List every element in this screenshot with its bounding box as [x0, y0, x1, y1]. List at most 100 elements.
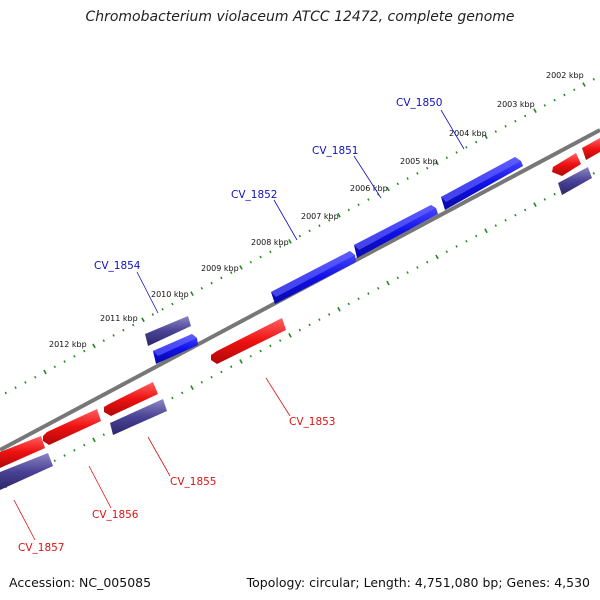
inner-tick-ring	[4, 171, 595, 489]
inner-ring-minor-tick	[396, 276, 399, 280]
outer-ring-minor-tick	[34, 375, 37, 379]
gene-right-edge-1[interactable]	[552, 153, 581, 176]
outer-ring-minor-tick	[63, 360, 66, 363]
gene-label-cv1855[interactable]: CV_1855	[170, 476, 217, 488]
tick-label-2012: 2012 kbp	[49, 340, 87, 349]
inner-ring-minor-tick	[259, 349, 262, 353]
outer-ring-minor-tick	[181, 297, 184, 301]
gene-cv1851[interactable]	[354, 205, 438, 258]
gene-label-cv1851[interactable]: CV_1851	[312, 145, 359, 157]
outer-ring-minor-tick	[249, 260, 252, 264]
tick-label-2003: 2003 kbp	[497, 100, 535, 109]
gene-label-cv1856[interactable]: CV_1856	[92, 509, 139, 521]
inner-ring-minor-tick	[494, 224, 497, 227]
inner-ring-minor-tick	[504, 219, 507, 222]
gene-right-edge-2[interactable]	[582, 138, 600, 160]
tick-label-2004: 2004 kbp	[449, 129, 487, 138]
outer-ring-minor-tick	[318, 224, 321, 227]
inner-ring-minor-tick	[53, 459, 56, 463]
reverse-leader-lines	[13, 377, 291, 541]
inner-ring-major-tick	[386, 280, 390, 286]
tick-label-2007: 2007 kbp	[301, 212, 339, 221]
gene-cv1854[interactable]	[153, 334, 198, 364]
genome-summary: Topology: circular; Length: 4,751,080 bp…	[246, 575, 590, 590]
inner-ring-minor-tick	[318, 318, 321, 321]
accession-label: Accession: NC_005085	[9, 575, 152, 590]
inner-ring-minor-tick	[475, 234, 478, 238]
gene-cv1856[interactable]	[43, 409, 101, 445]
inner-ring-minor-tick	[171, 396, 174, 400]
inner-ring-major-tick	[190, 385, 194, 390]
gene-cv1853[interactable]	[211, 318, 286, 364]
inner-ring-minor-tick	[279, 339, 282, 342]
gene-right-edge-3[interactable]	[558, 167, 592, 195]
forward-leader-lines	[136, 109, 465, 314]
inner-ring-major-tick	[337, 306, 341, 312]
outer-ring-minor-tick	[328, 219, 331, 222]
outer-ring-minor-tick	[230, 271, 233, 275]
gene-cv1855-other[interactable]	[110, 399, 167, 435]
outer-ring-minor-tick	[161, 307, 164, 311]
gene-cv1855[interactable]	[104, 382, 158, 416]
gene-label-cv1857[interactable]: CV_1857	[18, 542, 65, 554]
gene-cv1852[interactable]	[271, 251, 356, 304]
inner-ring-minor-tick	[416, 266, 419, 269]
inner-ring-minor-tick	[181, 391, 184, 395]
outer-ring-minor-tick	[504, 125, 507, 128]
reverse-strand-track	[0, 138, 600, 490]
outer-ring-minor-tick	[122, 328, 125, 332]
outer-ring-minor-tick	[102, 339, 105, 342]
outer-ring-minor-tick	[308, 229, 311, 233]
gene-cv1857-other[interactable]	[0, 453, 53, 490]
outer-ring-minor-tick	[445, 156, 448, 160]
gene-label-cv1854[interactable]: CV_1854	[94, 260, 141, 272]
outer-ring-major-tick	[386, 186, 390, 192]
gene-label-cv1853[interactable]: CV_1853	[289, 416, 336, 428]
outer-ring-minor-tick	[83, 349, 86, 353]
inner-ring-minor-tick	[543, 198, 546, 201]
gene-label-cv1850[interactable]: CV_1850	[396, 97, 443, 109]
inner-ring-minor-tick	[73, 449, 76, 452]
inner-ring-minor-tick	[269, 344, 272, 348]
tick-labels: 2012 kbp 2011 kbp 2010 kbp 2009 kbp 2008…	[49, 71, 584, 349]
gene-labels: CV_1850 CV_1851 CV_1852 CV_1854 CV_1853 …	[18, 97, 443, 554]
outer-ring-major-tick	[288, 239, 292, 244]
gene-cv1857[interactable]	[0, 436, 45, 468]
outer-ring-minor-tick	[573, 88, 576, 92]
inner-ring-minor-tick	[200, 381, 203, 384]
outer-ring-minor-tick	[455, 151, 458, 154]
tick-label-2010: 2010 kbp	[151, 290, 189, 299]
gene-cv1850[interactable]	[441, 157, 523, 210]
outer-ring-major-tick	[190, 291, 194, 296]
gene-cv1854-other[interactable]	[145, 316, 191, 346]
outer-ring-minor-tick	[298, 234, 301, 238]
outer-ring-minor-tick	[259, 255, 262, 259]
inner-ring-minor-tick	[377, 286, 380, 290]
outer-ring-minor-tick	[524, 114, 527, 118]
outer-ring-minor-tick	[73, 355, 76, 358]
outer-ring-minor-tick	[543, 104, 546, 107]
inner-ring-minor-tick	[83, 443, 86, 447]
outer-ring-minor-tick	[279, 245, 282, 248]
outer-ring-minor-tick	[465, 145, 468, 149]
tick-label-2011: 2011 kbp	[100, 314, 138, 323]
inner-ring-minor-tick	[514, 213, 517, 217]
outer-ring-minor-tick	[269, 250, 272, 254]
tick-label-2008: 2008 kbp	[251, 238, 289, 247]
outer-ring-minor-tick	[4, 391, 7, 395]
gene-label-cv1852[interactable]: CV_1852	[231, 189, 278, 201]
outer-ring-minor-tick	[494, 130, 497, 133]
inner-ring-minor-tick	[406, 271, 409, 274]
inner-ring-minor-tick	[445, 250, 448, 254]
tick-label-2002: 2002 kbp	[546, 71, 584, 80]
outer-ring-minor-tick	[357, 203, 360, 207]
tick-label-2009: 2009 kbp	[201, 264, 239, 273]
outer-ring-minor-tick	[426, 166, 429, 170]
tick-label-2005: 2005 kbp	[400, 157, 438, 166]
outer-ring-minor-tick	[14, 386, 17, 389]
tick-label-2006: 2006 kbp	[350, 184, 388, 193]
inner-ring-major-tick	[239, 359, 243, 364]
outer-ring-minor-tick	[220, 276, 223, 280]
outer-ring-minor-tick	[553, 98, 556, 102]
